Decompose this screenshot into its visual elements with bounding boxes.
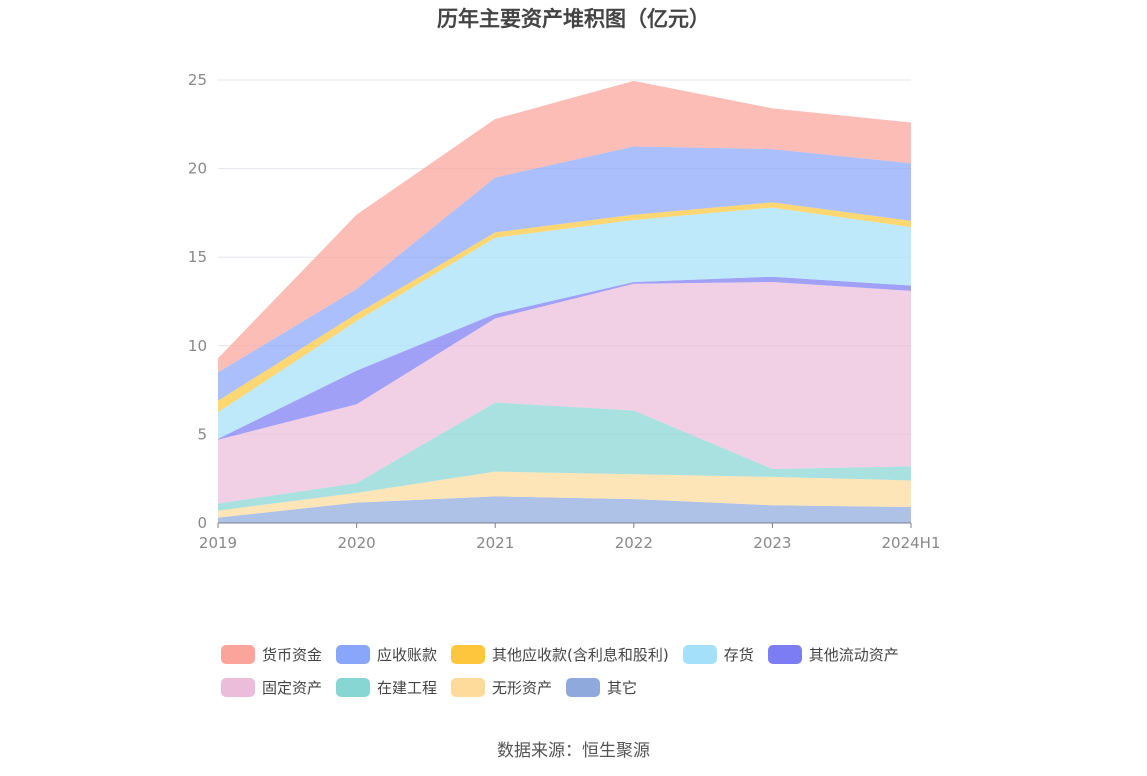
legend-swatch-other-receivables (451, 645, 486, 664)
legend-swatch-receivables (336, 645, 371, 664)
stacked-area-chart: 0 5 10 15 20 25 2019 2020 2021 2022 2023 2024H1 (188, 71, 941, 552)
legend-item-receivables[interactable]: 应收账款 (336, 644, 437, 665)
chart-legend: 货币资金 应收账款 其他应收款(含利息和股利) 存货 其他流动资产 固定资产 在… (221, 638, 981, 704)
legend-label-cash: 货币资金 (262, 646, 323, 664)
y-tick-label: 5 (197, 425, 207, 443)
y-tick-label: 20 (188, 160, 207, 178)
area-series-8[interactable] (218, 80, 911, 373)
area-series-5[interactable] (218, 207, 911, 439)
x-tick-label: 2020 (338, 534, 376, 552)
legend-swatch-cash (221, 645, 255, 664)
legend-label-inventory: 存货 (723, 646, 754, 664)
legend-item-fixed-assets[interactable]: 固定资产 (221, 677, 322, 698)
x-tick-label: 2021 (476, 534, 514, 552)
legend-label-other-current-assets: 其他流动资产 (808, 646, 899, 664)
legend-item-inventory[interactable]: 存货 (682, 644, 754, 665)
area-series-7[interactable] (218, 146, 911, 401)
chart-title: 历年主要资产堆积图（亿元） (437, 7, 710, 31)
area-series-0[interactable] (218, 496, 911, 523)
x-tick-label: 2024H1 (882, 534, 941, 552)
legend-label-intangible: 无形资产 (492, 679, 553, 697)
area-series-3[interactable] (218, 282, 911, 504)
area-series-1[interactable] (218, 471, 911, 518)
y-tick-label: 0 (197, 514, 207, 532)
legend-label-other-receivables: 其他应收款(含利息和股利) (492, 646, 669, 664)
legend-label-construction: 在建工程 (377, 679, 438, 697)
legend-row-2: 固定资产 在建工程 无形资产 其它 (221, 671, 981, 704)
x-tick-label: 2023 (753, 534, 791, 552)
x-tick-label: 2019 (199, 534, 237, 552)
data-source: 数据来源：恒生聚源 (497, 741, 650, 761)
legend-swatch-construction (336, 678, 371, 697)
legend-item-other[interactable]: 其它 (566, 677, 637, 698)
x-tick-label: 2022 (615, 534, 653, 552)
legend-row-1: 货币资金 应收账款 其他应收款(含利息和股利) 存货 其他流动资产 (221, 638, 981, 671)
legend-item-other-current-assets[interactable]: 其他流动资产 (767, 644, 899, 665)
y-tick-label: 25 (188, 71, 207, 89)
legend-item-construction[interactable]: 在建工程 (336, 677, 437, 698)
legend-swatch-other (566, 678, 601, 697)
legend-swatch-intangible (451, 678, 486, 697)
area-series-2[interactable] (218, 402, 911, 511)
legend-item-other-receivables[interactable]: 其他应收款(含利息和股利) (451, 644, 669, 665)
legend-item-intangible[interactable]: 无形资产 (451, 677, 552, 698)
legend-label-fixed-assets: 固定资产 (262, 679, 323, 697)
legend-swatch-other-current-assets (767, 645, 802, 664)
y-tick-label: 10 (188, 337, 207, 355)
legend-item-cash[interactable]: 货币资金 (221, 644, 322, 665)
legend-swatch-inventory (682, 645, 717, 664)
legend-label-other: 其它 (607, 679, 638, 697)
legend-swatch-fixed-assets (221, 678, 255, 697)
legend-label-receivables: 应收账款 (377, 646, 438, 664)
y-tick-label: 15 (188, 248, 207, 266)
